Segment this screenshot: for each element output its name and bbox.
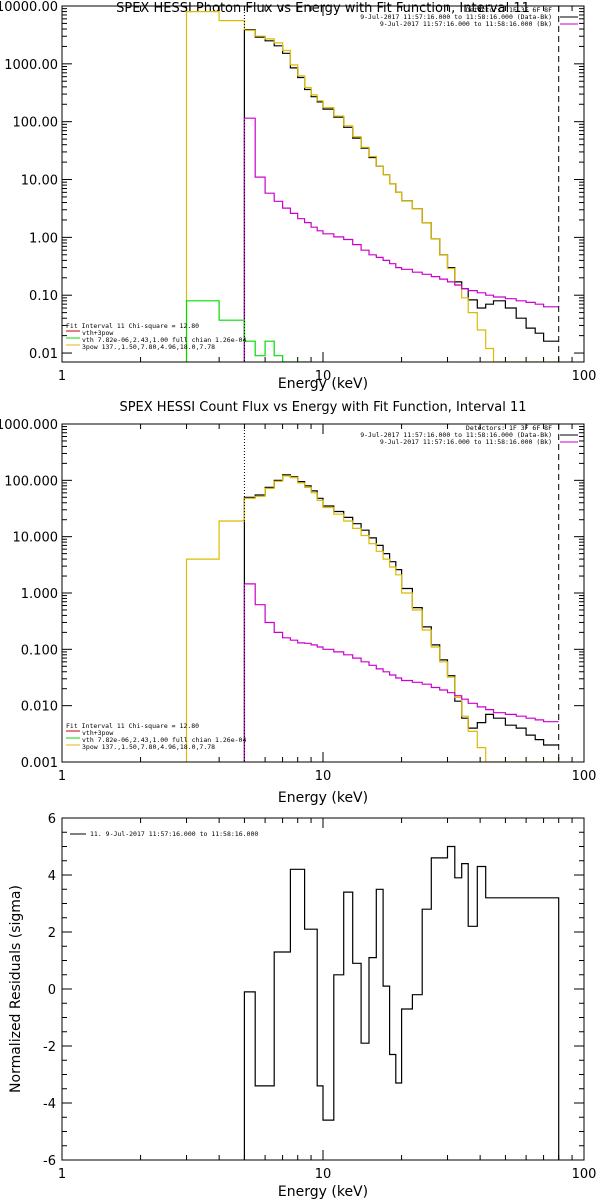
- y-tick-label: -2: [43, 1040, 56, 1055]
- plot-frame: [61, 817, 585, 1161]
- series-residuals-line: [243, 845, 560, 1160]
- info-line: 9-Jul-2017 11:57:16.000 to 11:58:16.000 …: [360, 13, 552, 21]
- y-tick-label: 0.010: [21, 700, 58, 715]
- plot-area: [185, 474, 559, 762]
- info-line: 9-Jul-2017 11:57:16.000 to 11:58:16.000 …: [380, 20, 552, 28]
- y-tick-label: 0.10: [29, 289, 58, 304]
- legend-line: Fit Interval 11 Chi-square = 12.80: [66, 722, 199, 730]
- plot-area: [243, 845, 560, 1160]
- x-tick-label: 100: [572, 369, 597, 384]
- legend-line: vth+3pow: [82, 329, 113, 337]
- y-axis-label: Normalized Residuals (sigma): [8, 885, 24, 1093]
- y-tick-label: 1000.000: [0, 418, 58, 433]
- y-tick-label: -6: [43, 1154, 56, 1169]
- series-vth-3pow-line: [185, 11, 559, 362]
- series-bk-line: [243, 117, 559, 362]
- x-tick-label: 100: [572, 769, 597, 784]
- y-tick-label: 0.01: [29, 347, 58, 362]
- y-tick-label: 10.000: [13, 531, 59, 546]
- y-tick-label: 2: [48, 926, 56, 941]
- y-tick-label: 0.001: [21, 756, 58, 771]
- legend-line: 3pow 137.,1.50,7.80,4.96,18.0,7.78: [82, 343, 215, 351]
- y-tick-label: 10000.00: [0, 0, 58, 15]
- y-tick-label: 10.00: [21, 174, 58, 189]
- legend-line: 11. 9-Jul-2017 11:57:16.000 to 11:58:16.…: [90, 830, 258, 838]
- x-tick-label: 10: [315, 369, 332, 384]
- chart-title: SPEX HESSI Count Flux vs Energy with Fit…: [119, 400, 526, 415]
- y-tick-label: 6: [48, 812, 56, 827]
- x-tick-label: 1: [58, 769, 66, 784]
- x-axis-label: Energy (keV): [278, 1184, 368, 1200]
- legend-line: 3pow 137.,1.50,7.80,4.96,18.0,7.78: [82, 743, 215, 751]
- y-tick-label: 0.100: [21, 643, 58, 658]
- series-bk-line: [243, 583, 559, 762]
- x-tick-label: 1: [58, 369, 66, 384]
- series-vth-3pow-line: [185, 475, 559, 762]
- panel-2: SPEX HESSI Count Flux vs Energy with Fit…: [0, 400, 596, 806]
- x-tick-label: 1: [58, 1167, 66, 1182]
- y-tick-label: 100.00: [13, 116, 59, 131]
- panel-3: 1 10 100 6 4 2 0 -2 -4 -6 Energy (keV) Normalized R…: [8, 812, 596, 1200]
- y-tick-label: 0: [48, 983, 56, 998]
- y-tick-label: 1.000: [21, 587, 58, 602]
- y-tick-label: 100.000: [4, 474, 58, 489]
- x-axis-label: Energy (keV): [278, 790, 368, 806]
- plot-frame: [61, 5, 585, 363]
- info-line: Detectors: 1F 3F 6F 8F: [466, 424, 552, 432]
- panel-1: SPEX HESSI Photon Flux vs Energy with Fi…: [0, 0, 596, 392]
- info-line: Detectors: 1F 3F 6F 8F: [466, 6, 552, 14]
- y-tick-label: 1.00: [29, 231, 58, 246]
- y-tick-label: 1000.00: [4, 58, 58, 73]
- x-tick-label: 10: [315, 769, 332, 784]
- y-tick-label: -4: [43, 1097, 56, 1112]
- info-line: 9-Jul-2017 11:57:16.000 to 11:58:16.000 …: [360, 431, 552, 439]
- legend-line: vth 7.82e-06,2.43,1.00 full chian 1.26e-…: [82, 336, 246, 344]
- plot-frame: [61, 423, 585, 763]
- x-tick-label: 10: [315, 1167, 332, 1182]
- x-axis-label: Energy (keV): [278, 376, 368, 392]
- y-tick-label: 4: [48, 869, 56, 884]
- series-data-bk-line: [243, 474, 559, 762]
- legend-line: vth+3pow: [82, 729, 113, 737]
- plot-area: [185, 11, 559, 362]
- info-line: 9-Jul-2017 11:57:16.000 to 11:58:16.000 …: [380, 438, 552, 446]
- x-tick-label: 100: [572, 1167, 597, 1182]
- series-vth-line: [185, 300, 312, 362]
- legend-line: vth 7.82e-06,2.43,1.00 full chian 1.26e-…: [82, 736, 246, 744]
- legend-line: Fit Interval 11 Chi-square = 12.80: [66, 322, 199, 330]
